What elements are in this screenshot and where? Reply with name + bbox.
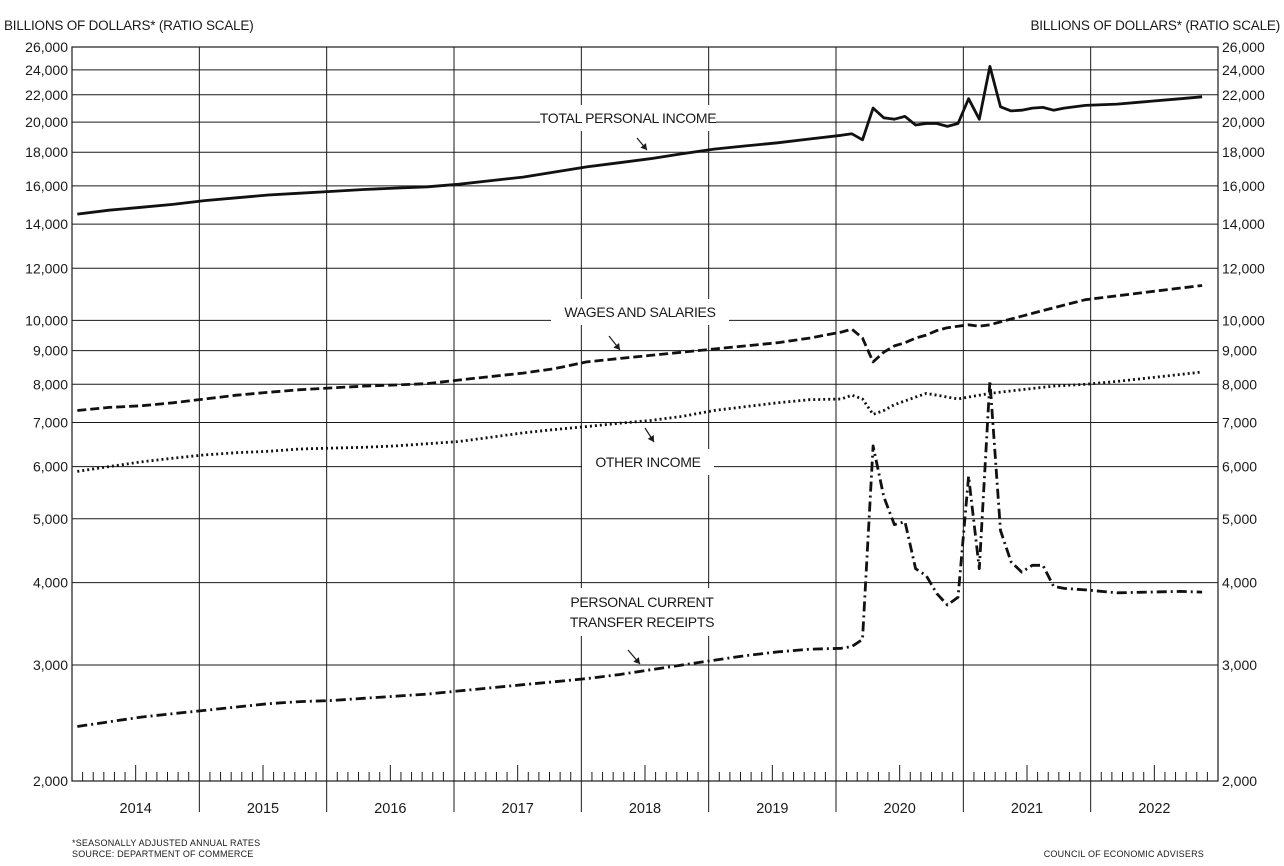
y-tick-right-9000: 9,000	[1222, 343, 1257, 359]
x-year-label-2019: 2019	[756, 801, 788, 817]
right-axis-units-label: BILLIONS OF DOLLARS* (RATIO SCALE)	[1030, 18, 1280, 33]
y-tick-left-22000: 22,000	[25, 87, 68, 103]
y-tick-left-8000: 8,000	[33, 376, 68, 392]
y-tick-right-24000: 24,000	[1222, 62, 1265, 78]
y-tick-right-5000: 5,000	[1222, 511, 1257, 527]
series-line-total-personal-income	[77, 65, 1203, 216]
series-line-wages-and-salaries	[77, 284, 1203, 412]
y-tick-right-12000: 12,000	[1222, 260, 1265, 276]
y-tick-left-16000: 16,000	[25, 178, 68, 194]
footnote-seasonal: *SEASONALLY ADJUSTED ANNUAL RATES	[72, 838, 261, 848]
x-year-label-2022: 2022	[1138, 801, 1170, 817]
y-tick-right-2000: 2,000	[1222, 773, 1257, 789]
y-tick-right-4000: 4,000	[1222, 575, 1257, 591]
y-tick-left-20000: 20,000	[25, 114, 68, 130]
y-tick-left-14000: 14,000	[25, 216, 68, 232]
label-transfer-receipts-line-0: PERSONAL CURRENT	[570, 594, 714, 610]
label-other-income-arrowhead	[647, 435, 654, 442]
label-total-personal-income-background	[540, 105, 716, 131]
y-tick-right-18000: 18,000	[1222, 144, 1265, 160]
credit-note: COUNCIL OF ECONOMIC ADVISERS	[1043, 849, 1204, 859]
y-tick-left-9000: 9,000	[33, 343, 68, 359]
y-tick-left-12000: 12,000	[25, 260, 68, 276]
y-tick-right-10000: 10,000	[1222, 312, 1265, 328]
label-wages-and-salaries-arrowhead	[613, 343, 620, 350]
label-total-personal-income-arrowhead	[640, 143, 647, 150]
y-tick-right-20000: 20,000	[1222, 114, 1265, 130]
label-transfer-receipts-background	[554, 588, 730, 636]
y-tick-left-5000: 5,000	[33, 511, 68, 527]
x-year-label-2014: 2014	[120, 801, 152, 817]
x-year-label-2016: 2016	[374, 801, 406, 817]
label-transfer-receipts-line-1: TRANSFER RECEIPTS	[570, 614, 714, 630]
plot-frame	[71, 46, 1219, 782]
x-year-label-2021: 2021	[1011, 801, 1043, 817]
left-axis-units-label: BILLIONS OF DOLLARS* (RATIO SCALE)	[4, 18, 254, 33]
y-tick-right-6000: 6,000	[1222, 459, 1257, 475]
y-tick-left-24000: 24,000	[25, 62, 68, 78]
x-year-label-2020: 2020	[884, 801, 916, 817]
x-year-label-2017: 2017	[502, 801, 534, 817]
series-line-personal-current-transfer-receipts	[77, 379, 1203, 728]
y-tick-left-10000: 10,000	[25, 312, 68, 328]
label-wages-and-salaries-line-0: WAGES AND SALARIES	[564, 304, 715, 320]
y-tick-right-7000: 7,000	[1222, 415, 1257, 431]
y-tick-left-2000: 2,000	[33, 773, 68, 789]
label-transfer-receipts-arrowhead	[633, 657, 640, 664]
label-other-income-line-0: OTHER INCOME	[595, 454, 700, 470]
label-total-personal-income-line-0: TOTAL PERSONAL INCOME	[540, 110, 717, 126]
y-tick-left-18000: 18,000	[25, 144, 68, 160]
y-tick-right-14000: 14,000	[1222, 216, 1265, 232]
source-note: SOURCE: DEPARTMENT OF COMMERCE	[72, 849, 254, 859]
series-line-other-income	[77, 370, 1203, 473]
y-tick-right-8000: 8,000	[1222, 376, 1257, 392]
y-tick-right-16000: 16,000	[1222, 178, 1265, 194]
label-other-income-background	[582, 449, 714, 475]
y-tick-left-26000: 26,000	[25, 39, 68, 55]
x-year-label-2018: 2018	[629, 801, 661, 817]
y-tick-right-3000: 3,000	[1222, 657, 1257, 673]
y-tick-left-7000: 7,000	[33, 415, 68, 431]
y-tick-right-26000: 26,000	[1222, 39, 1265, 55]
y-tick-right-22000: 22,000	[1222, 87, 1265, 103]
y-tick-left-3000: 3,000	[33, 657, 68, 673]
y-tick-left-6000: 6,000	[33, 459, 68, 475]
y-tick-left-4000: 4,000	[33, 575, 68, 591]
x-year-label-2015: 2015	[247, 801, 279, 817]
label-wages-and-salaries-background	[551, 299, 729, 325]
